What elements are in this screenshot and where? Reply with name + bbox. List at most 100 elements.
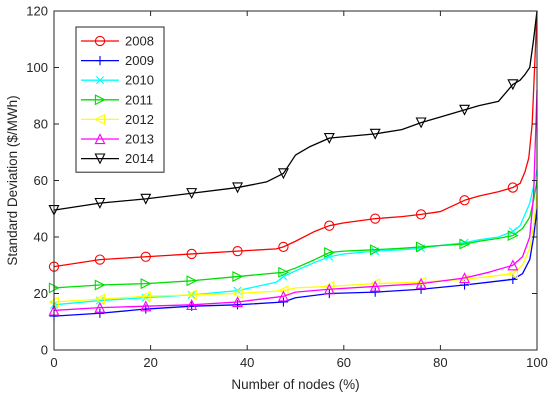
data-point-2012 (507, 268, 519, 280)
legend-item-2013: 2013 (81, 132, 154, 147)
legend-label: 2008 (125, 34, 154, 49)
data-point-2014 (94, 197, 106, 209)
data-point-2009 (278, 297, 289, 307)
series-2011 (48, 180, 538, 294)
x-tick-label: 80 (433, 355, 447, 370)
y-tick-label: 80 (34, 117, 48, 132)
data-point-2008 (140, 251, 151, 262)
data-point-2008 (232, 245, 243, 257)
data-point-2012 (185, 289, 197, 301)
data-point-2011 (459, 238, 471, 250)
data-point-2013 (415, 277, 427, 289)
x-tick-label: 20 (143, 355, 157, 370)
series-line-2010 (53, 169, 538, 306)
data-point-2013 (186, 298, 198, 310)
data-point-2012 (94, 293, 106, 305)
legend-item-2014: 2014 (81, 151, 154, 166)
data-point-2011 (140, 278, 152, 290)
series-2013 (48, 90, 538, 316)
x-tick-label: 40 (240, 355, 254, 370)
data-point-2013 (323, 283, 335, 295)
x-axis-label: Number of nodes (%) (231, 377, 359, 392)
data-point-2008 (94, 254, 106, 265)
series-line-2008 (53, 10, 538, 268)
data-point-2009 (370, 287, 380, 297)
x-tick-label: 100 (526, 355, 548, 370)
data-point-2008 (370, 213, 381, 224)
y-tick-label: 60 (34, 173, 48, 188)
series-line-2011 (53, 180, 538, 289)
series-2008 (48, 10, 538, 272)
y-axis: 0 20 40 60 80 100 120 (26, 4, 537, 358)
legend-item-2009: 2009 (81, 53, 154, 68)
data-point-2013 (277, 290, 289, 302)
y-tick-label: 20 (34, 286, 48, 301)
data-point-2014 (323, 132, 335, 144)
data-point-2011 (507, 230, 519, 242)
data-point-2013 (507, 259, 519, 271)
data-point-2014 (369, 128, 381, 140)
legend-marker (94, 133, 106, 145)
data-point-2009 (95, 308, 105, 318)
legend-label: 2011 (125, 92, 153, 107)
series-line-2012 (53, 194, 538, 303)
y-tick-label: 40 (34, 230, 48, 245)
legend-marker (95, 56, 105, 66)
data-point-2013 (369, 280, 381, 292)
legend-marker (94, 113, 106, 125)
data-point-2008 (507, 182, 518, 193)
y-axis-label: Standard Deviation ($/MWh) (5, 95, 20, 265)
legend-label: 2014 (125, 151, 154, 166)
data-point-2008 (415, 209, 427, 220)
data-point-2012 (231, 288, 243, 299)
data-point-2012 (458, 273, 470, 285)
x-tick-label: 0 (50, 355, 57, 370)
series-line-2013 (53, 90, 538, 312)
data-point-2011 (94, 279, 106, 291)
x-axis: 0 20 40 60 80 100 (50, 11, 548, 370)
data-point-2011 (324, 247, 336, 259)
legend-label: 2013 (125, 132, 154, 147)
legend-label: 2009 (125, 53, 154, 68)
legend-item-2011: 2011 (81, 92, 153, 107)
legend-item-2010: 2010 (81, 73, 154, 88)
data-point-2014 (277, 168, 289, 180)
data-point-2011 (278, 266, 290, 278)
data-point-2014 (232, 182, 244, 194)
legend-marker (95, 76, 105, 85)
data-point-2014 (459, 104, 471, 116)
data-point-2011 (370, 244, 382, 256)
data-point-2008 (459, 195, 470, 206)
series-layer (48, 10, 538, 321)
data-point-2011 (232, 271, 244, 283)
y-tick-label: 120 (26, 4, 48, 19)
legend-label: 2012 (125, 112, 154, 127)
legend-item-2008: 2008 (81, 34, 154, 49)
data-point-2011 (415, 241, 427, 253)
data-point-2013 (232, 296, 244, 308)
x-tick-label: 60 (337, 355, 351, 370)
data-point-2009 (416, 284, 426, 294)
legend-item-2012: 2012 (81, 112, 154, 127)
series-line-2014 (53, 10, 538, 211)
data-point-2012 (139, 290, 151, 302)
series-2014 (48, 10, 538, 216)
legend: 2008 2009 2010 2011 2012 2013 2014 (75, 26, 165, 173)
data-point-2013 (94, 301, 106, 313)
legend-marker (94, 153, 106, 165)
data-point-2010 (279, 272, 288, 281)
data-point-2008 (186, 248, 197, 260)
legend-label: 2010 (125, 73, 154, 88)
data-point-2013 (140, 300, 152, 312)
data-point-2012 (277, 285, 289, 297)
data-point-2011 (186, 275, 198, 287)
legend-marker (94, 94, 106, 106)
data-point-2008 (278, 241, 289, 253)
y-tick-label: 0 (41, 343, 48, 358)
legend-marker (94, 35, 106, 47)
data-point-2014 (186, 188, 198, 200)
y-tick-label: 100 (26, 60, 48, 75)
data-point-2014 (140, 193, 152, 205)
data-point-2008 (324, 220, 335, 231)
